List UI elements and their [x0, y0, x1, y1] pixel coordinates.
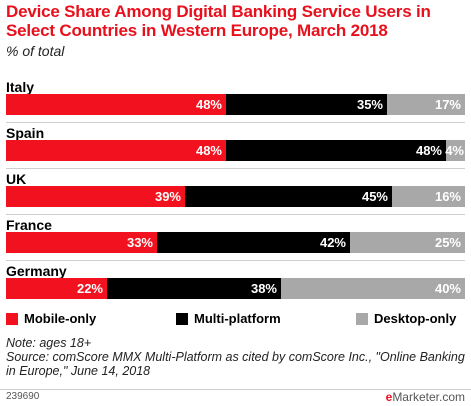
chart-subtitle: % of total — [6, 43, 65, 59]
data-label-multi-platform-germany: 38% — [250, 281, 277, 296]
bar-mobile-only-germany: 22% — [6, 278, 107, 299]
bar-multi-platform-spain: 48% — [226, 140, 446, 161]
bar-multi-platform-uk: 45% — [185, 186, 392, 207]
data-label-multi-platform-france: 42% — [319, 235, 346, 250]
bar-row-spain: 48% 48% 4% — [6, 140, 465, 161]
emarketer-logo: eMarketer.com — [386, 390, 465, 404]
legend-label-desktop-only: Desktop-only — [374, 311, 457, 326]
data-label-mobile-only-germany: 22% — [76, 281, 103, 296]
data-label-mobile-only-france: 33% — [126, 235, 153, 250]
legend-swatch-desktop-only — [356, 312, 368, 325]
category-label-france: France — [6, 217, 52, 233]
data-label-multi-platform-italy: 35% — [356, 97, 383, 112]
legend-label-multi-platform: Multi-platform — [194, 311, 281, 326]
bar-mobile-only-france: 33% — [6, 232, 157, 253]
data-label-mobile-only-spain: 48% — [195, 143, 222, 158]
chart-title: Device Share Among Digital Banking Servi… — [6, 2, 431, 40]
chart-notes: Note: ages 18+ Source: comScore MMX Mult… — [6, 336, 466, 378]
data-label-multi-platform-uk: 45% — [361, 189, 388, 204]
brand-prefix: e — [385, 390, 393, 404]
category-label-spain: Spain — [6, 125, 45, 141]
bar-mobile-only-spain: 48% — [6, 140, 226, 161]
bar-desktop-only-germany: 40% — [281, 278, 465, 299]
legend-label-mobile-only: Mobile-only — [24, 311, 97, 326]
row-divider — [6, 122, 465, 123]
bar-multi-platform-italy: 35% — [226, 94, 387, 115]
bar-mobile-only-uk: 39% — [6, 186, 185, 207]
brand-rest: Marketer.com — [392, 390, 465, 404]
bar-multi-platform-germany: 38% — [107, 278, 281, 299]
category-label-uk: UK — [6, 171, 27, 187]
bar-desktop-only-uk: 16% — [392, 186, 465, 207]
footer-divider — [0, 389, 471, 390]
data-label-desktop-only-france: 25% — [434, 235, 461, 250]
data-label-desktop-only-spain: 4% — [445, 143, 464, 158]
row-divider — [6, 260, 465, 261]
chart-legend: Mobile-only Multi-platform Desktop-only — [6, 311, 465, 327]
data-label-mobile-only-uk: 39% — [154, 189, 181, 204]
legend-item-mobile-only: Mobile-only — [6, 311, 96, 326]
legend-swatch-mobile-only — [6, 312, 18, 325]
bar-row-uk: 39% 45% 16% — [6, 186, 465, 207]
bar-desktop-only-italy: 17% — [387, 94, 465, 115]
data-label-desktop-only-germany: 40% — [434, 281, 461, 296]
bar-row-italy: 48% 35% 17% — [6, 94, 465, 115]
data-label-desktop-only-italy: 17% — [434, 97, 461, 112]
bar-desktop-only-spain: 4% — [445, 140, 465, 161]
note-text: Note: ages 18+ — [6, 336, 92, 350]
data-label-mobile-only-italy: 48% — [195, 97, 222, 112]
row-divider — [6, 214, 465, 215]
bar-desktop-only-france: 25% — [350, 232, 465, 253]
category-label-italy: Italy — [6, 79, 35, 95]
legend-item-multi-platform: Multi-platform — [176, 311, 281, 326]
source-text: Source: comScore MMX Multi-Platform as c… — [6, 350, 465, 378]
bar-row-france: 33% 42% 25% — [6, 232, 465, 253]
data-label-desktop-only-uk: 16% — [434, 189, 461, 204]
legend-item-desktop-only: Desktop-only — [356, 311, 456, 326]
bar-multi-platform-france: 42% — [157, 232, 350, 253]
chart-id: 239690 — [6, 391, 40, 402]
legend-swatch-multi-platform — [176, 312, 188, 325]
category-label-germany: Germany — [6, 263, 67, 279]
row-divider — [6, 168, 465, 169]
bar-mobile-only-italy: 48% — [6, 94, 226, 115]
bar-row-germany: 22% 38% 40% — [6, 278, 465, 299]
data-label-multi-platform-spain: 48% — [415, 143, 442, 158]
